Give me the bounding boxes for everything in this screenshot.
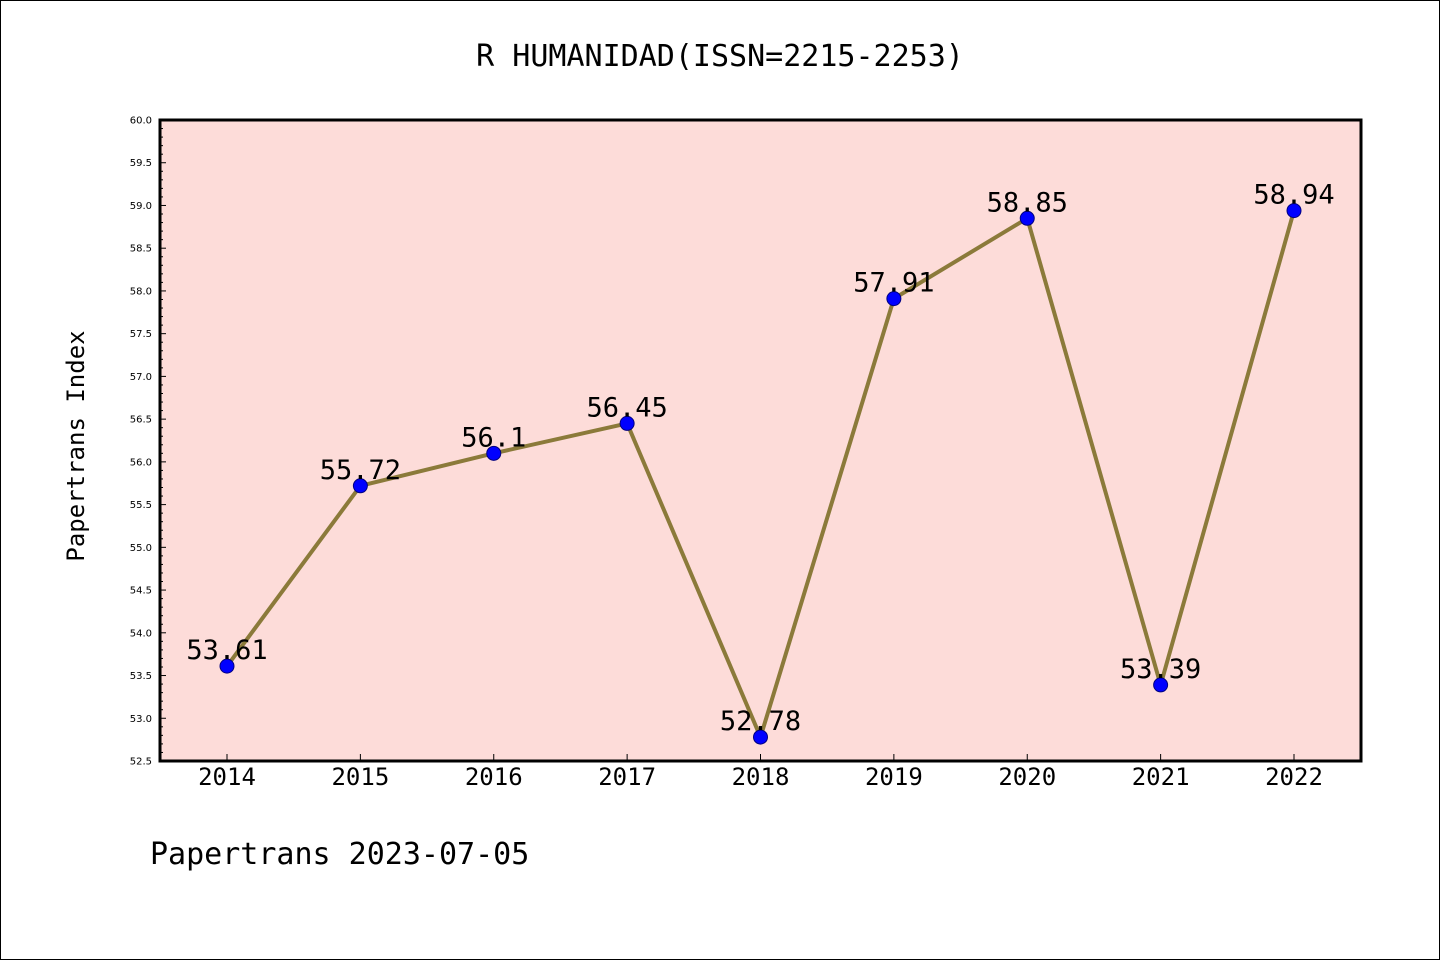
x-tick-label: 2017: [598, 763, 656, 791]
y-tick-label: 55.5: [130, 500, 152, 511]
y-tick-label: 58.0: [130, 286, 152, 297]
data-labels: 53.61 55.72 56.1 56.45 52.78 57.91 58.85 53.39 5…: [186, 180, 1334, 737]
y-tick-label: 56.0: [130, 457, 152, 468]
data-point: [1019, 210, 1035, 226]
data-point: [886, 291, 902, 307]
data-label: 55.72: [320, 455, 401, 486]
footer-note: Papertrans 2023-07-05: [150, 837, 529, 872]
x-axis: 2014 2015 2016 2017 2018 2019 2020 2021 2022: [198, 754, 1323, 791]
x-tick-label: 2016: [465, 763, 523, 791]
data-label: 58.85: [987, 187, 1068, 218]
data-points: [219, 203, 1302, 745]
x-tick-label: 2018: [732, 763, 790, 791]
y-tick-label: 56.5: [130, 415, 152, 426]
plot-area: [160, 120, 1361, 761]
data-point: [219, 658, 235, 674]
data-label: 56.45: [586, 392, 667, 423]
x-tick-label: 2021: [1132, 763, 1190, 791]
x-tick-label: 2015: [331, 763, 389, 791]
y-tick-label: 52.5: [130, 757, 152, 768]
y-tick-label: 54.0: [130, 628, 152, 639]
data-point: [352, 478, 368, 494]
y-tick-label: 53.5: [130, 671, 152, 682]
data-label: 52.78: [720, 706, 801, 737]
plot-border: [158, 118, 1363, 763]
data-label: 58.94: [1253, 180, 1334, 211]
y-axis-label: Papertrans Index: [62, 330, 90, 561]
chart-title: R HUMANIDAD(ISSN=2215-2253): [476, 39, 964, 74]
y-tick-label: 53.0: [130, 714, 152, 725]
y-tick-label: 59.0: [130, 201, 152, 212]
y-tick-label: 60.0: [130, 116, 152, 127]
y-tick-label: 57.0: [130, 372, 152, 383]
data-point: [486, 445, 502, 461]
x-tick-label: 2020: [998, 763, 1056, 791]
data-label: 56.1: [461, 422, 526, 453]
data-label: 53.39: [1120, 654, 1201, 685]
y-tick-label: 58.5: [130, 244, 152, 255]
y-axis: 52.5 53.0 53.5 54.0 54.5 55.0 55.5 56.0 56.5 57.0…: [130, 116, 166, 768]
x-tick-label: 2019: [865, 763, 923, 791]
data-point: [753, 729, 768, 745]
x-tick-label: 2014: [198, 763, 256, 791]
data-point: [619, 415, 635, 431]
y-tick-label: 55.0: [130, 543, 152, 554]
y-tick-label: 59.5: [130, 158, 152, 169]
data-label: 57.91: [853, 268, 934, 299]
data-point: [1153, 677, 1169, 693]
x-tick-label: 2022: [1265, 763, 1323, 791]
data-point: [1286, 203, 1302, 219]
y-tick-label: 57.5: [130, 329, 152, 340]
data-label: 53.61: [186, 635, 267, 666]
y-tick-label: 54.5: [130, 586, 152, 597]
